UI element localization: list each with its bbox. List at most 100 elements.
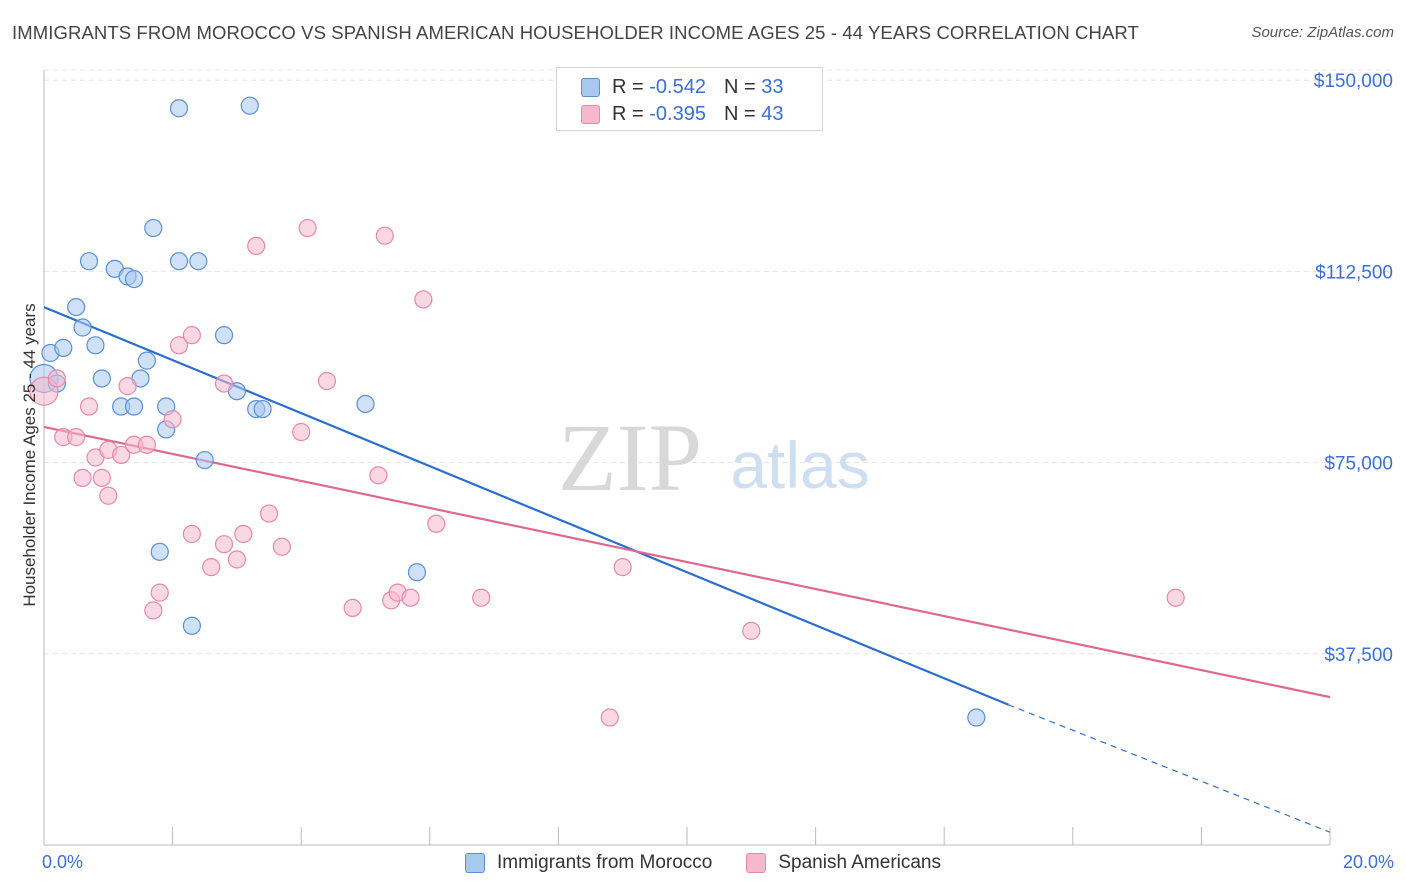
legend-item-morocco: Immigrants from Morocco	[464, 852, 713, 874]
y-tick-label: $37,500	[1324, 645, 1393, 666]
point-pink	[99, 486, 118, 505]
point-pink	[137, 435, 156, 454]
point-pink	[613, 558, 632, 577]
point-pink	[169, 336, 189, 355]
point-pink	[163, 410, 182, 429]
point-blue	[189, 252, 208, 271]
legend-swatch-blue	[581, 77, 600, 97]
point-pink	[118, 377, 137, 396]
watermark-atlas: atlas	[730, 428, 869, 502]
series-legend: Immigrants from Morocco Spanish American…	[0, 852, 1406, 874]
point-blue	[967, 708, 986, 727]
y-tick-label: $150,000	[1314, 71, 1393, 92]
point-pink	[67, 428, 86, 447]
point-blue	[73, 318, 92, 337]
point-blue	[137, 351, 156, 370]
watermark: ZIP atlas	[558, 404, 870, 511]
legend-label-spanish: Spanish Americans	[778, 852, 942, 873]
point-pink	[401, 588, 420, 607]
y-tick-label: $75,000	[1324, 454, 1393, 475]
x-tick-label-min: 0.0%	[42, 852, 84, 872]
point-blue	[169, 99, 189, 118]
trend-line-blue	[43, 306, 1009, 706]
chart-title: IMMIGRANTS FROM MOROCCO VS SPANISH AMERI…	[12, 22, 1139, 43]
point-pink	[369, 466, 388, 485]
point-pink	[600, 708, 619, 727]
trend-lines	[43, 306, 1331, 833]
point-pink	[214, 535, 234, 554]
legend-row-morocco: R = -0.542 N = 33	[581, 76, 783, 98]
point-blue	[86, 336, 105, 355]
point-pink	[182, 524, 201, 544]
point-blue	[150, 542, 169, 561]
point-pink	[375, 226, 394, 245]
grid-lines	[44, 69, 1394, 655]
point-pink	[214, 374, 234, 393]
point-pink	[472, 588, 491, 607]
legend-r-value: -0.542	[649, 75, 706, 98]
point-pink	[427, 514, 446, 533]
point-pink	[227, 550, 246, 569]
legend-n-label: N =	[723, 75, 756, 98]
source-credit: Source: ZipAtlas.com	[1251, 24, 1394, 41]
point-blue	[169, 252, 189, 271]
point-pink	[247, 236, 266, 256]
y-tick-label: $112,500	[1315, 262, 1393, 283]
point-blue	[356, 394, 375, 414]
data-points	[29, 96, 1185, 727]
legend-n-label: N =	[723, 102, 756, 125]
point-pink	[292, 422, 311, 442]
legend-n-value: 43	[761, 102, 784, 125]
point-pink	[234, 524, 253, 544]
point-pink	[1166, 588, 1185, 607]
point-blue	[92, 369, 111, 388]
point-blue	[67, 297, 86, 317]
legend-n-value: 33	[761, 75, 784, 98]
watermark-zip: ZIP	[558, 404, 702, 511]
point-blue	[124, 397, 144, 416]
y-axis-label: Householder Income Ages 25 - 44 years	[20, 303, 39, 607]
legend-row-spanish: R = -0.395 N = 43	[581, 103, 783, 125]
legend-r-value: -0.395	[649, 102, 706, 125]
point-blue	[195, 450, 214, 470]
y-tick-labels: $37,500 $75,000 $112,500 $150,000	[1314, 71, 1393, 666]
legend-item-spanish: Spanish Americans	[746, 852, 941, 874]
point-pink	[414, 290, 433, 309]
point-pink	[343, 598, 362, 618]
point-pink	[112, 445, 131, 465]
axes	[43, 70, 1331, 846]
point-pink	[79, 397, 99, 416]
point-pink	[150, 583, 169, 602]
point-blue	[54, 338, 73, 357]
point-blue	[124, 269, 144, 289]
legend-r-label: R =	[612, 75, 644, 98]
x-tick-label-max: 20.0%	[1342, 852, 1394, 872]
trend-extension-blue	[1008, 704, 1331, 833]
legend-swatch-pink	[581, 104, 600, 124]
point-blue	[240, 96, 259, 115]
point-blue	[214, 326, 234, 345]
legend-label-morocco: Immigrants from Morocco	[496, 852, 713, 873]
point-blue	[407, 563, 427, 582]
legend-r-label: R =	[612, 102, 644, 125]
correlation-legend: R = -0.542 N = 33 R = -0.395 N = 43	[556, 67, 823, 131]
point-pink	[92, 468, 111, 487]
point-blue	[253, 399, 272, 419]
point-blue	[144, 218, 163, 238]
legend-swatch-pink	[746, 853, 767, 873]
point-pink	[202, 558, 221, 577]
point-pink	[73, 468, 92, 487]
point-blue	[79, 252, 99, 271]
point-pink	[317, 371, 337, 391]
point-pink	[742, 621, 761, 640]
point-pink	[47, 369, 66, 388]
trend-line-pink	[43, 425, 1331, 699]
point-pink	[298, 218, 317, 238]
point-pink	[272, 537, 292, 556]
point-pink	[259, 504, 279, 523]
point-pink	[144, 601, 163, 620]
point-pink	[182, 326, 201, 345]
legend-swatch-blue	[464, 853, 485, 873]
point-blue	[182, 616, 201, 635]
